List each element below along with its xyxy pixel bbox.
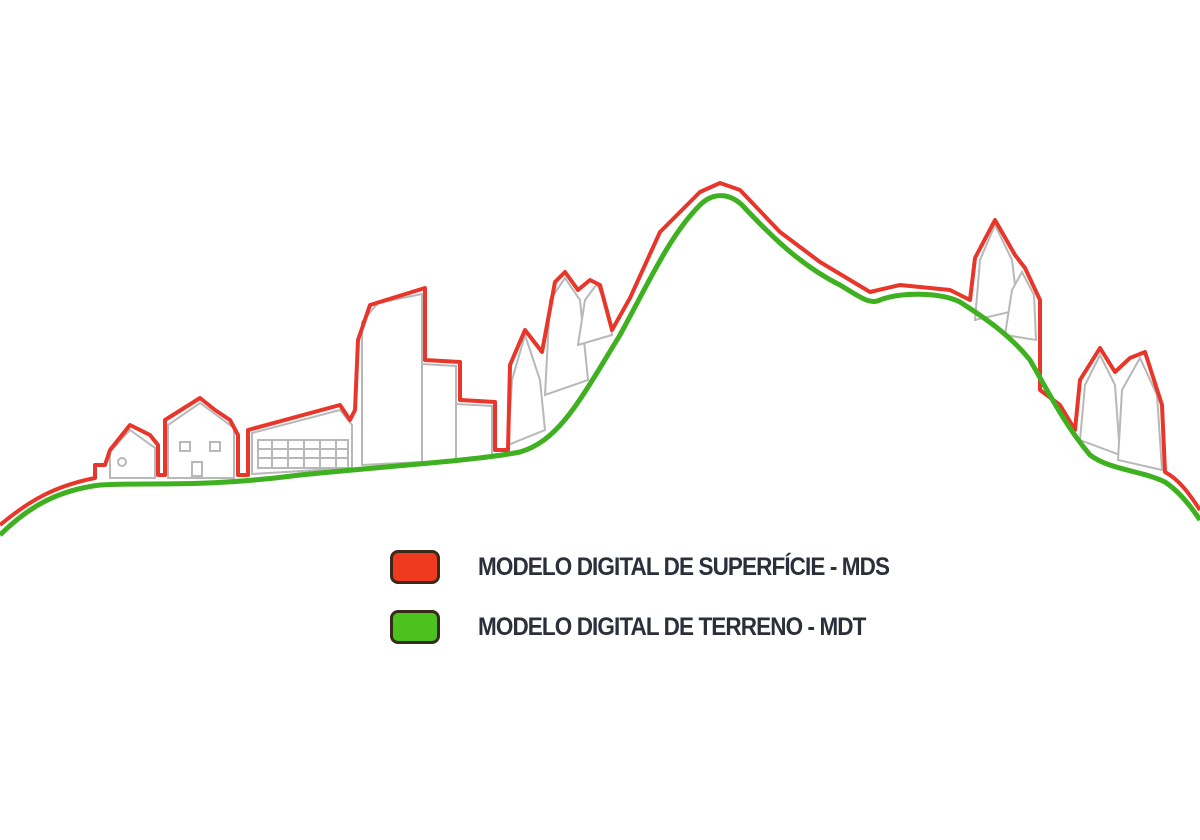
buildings	[109, 292, 493, 479]
low-building	[455, 402, 493, 462]
legend-item-mds: MODELO DIGITAL DE SUPERFÍCIE - MDS	[390, 537, 935, 597]
legend-swatch-red	[390, 550, 440, 584]
legend-label: MODELO DIGITAL DE SUPERFÍCIE - MDS	[478, 552, 890, 581]
tree-icon	[1078, 352, 1122, 457]
trees	[506, 222, 1164, 472]
legend-item-mdt: MODELO DIGITAL DE TERRENO - MDT	[390, 597, 935, 657]
house	[167, 401, 235, 479]
legend: MODELO DIGITAL DE SUPERFÍCIE - MDS MODEL…	[390, 537, 935, 657]
legend-swatch-green	[390, 610, 440, 644]
legend-label: MODELO DIGITAL DE TERRENO - MDT	[478, 612, 866, 641]
tower-building	[361, 292, 423, 467]
building-windows	[257, 439, 349, 469]
tree-icon	[1003, 269, 1038, 342]
small-house	[109, 428, 156, 479]
mid-building	[421, 362, 457, 464]
terrain-model-line	[0, 193, 1200, 537]
surface-model-line	[0, 181, 1200, 527]
tree-icon	[1116, 355, 1164, 472]
